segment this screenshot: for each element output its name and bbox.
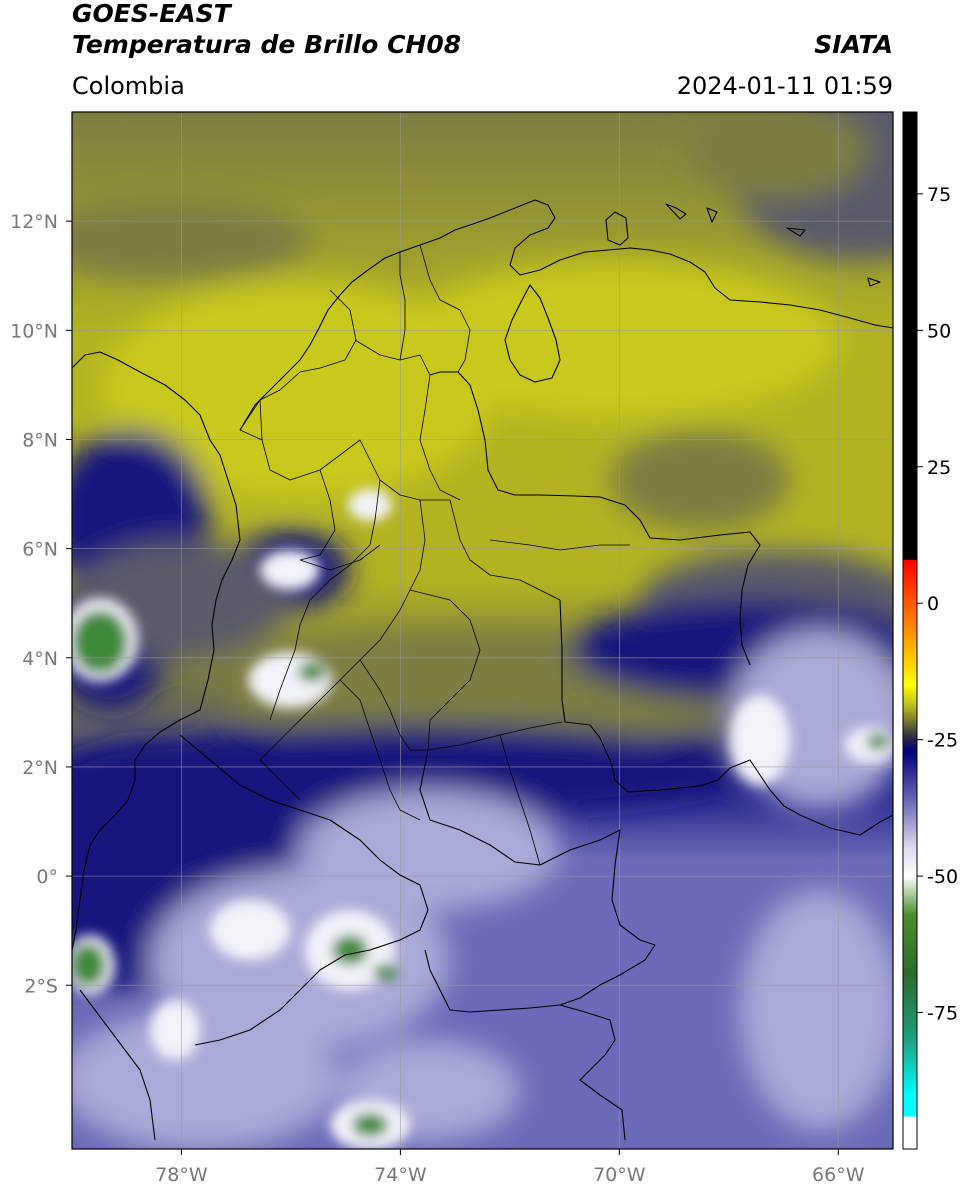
cold-core-se bbox=[730, 695, 790, 785]
political-boundaries bbox=[72, 199, 893, 1141]
cold-core-west-1 bbox=[260, 550, 320, 590]
product-title: Temperatura de Brillo CH08 bbox=[72, 30, 462, 59]
map-frame bbox=[71, 111, 894, 1150]
deep-core-e bbox=[866, 734, 890, 750]
deep-core-center bbox=[298, 662, 326, 682]
caribbean-coastline bbox=[239, 199, 893, 431]
cold-core-south-2 bbox=[210, 900, 290, 960]
latitude-tick-label: 8°N bbox=[22, 429, 58, 451]
latitude-tick-label: 2°S bbox=[24, 975, 58, 997]
colorbar-tick-label: 25 bbox=[927, 457, 951, 479]
latitude-tick-label: 4°N bbox=[22, 648, 58, 670]
dept-boundaries-2 bbox=[239, 399, 450, 721]
deep-core-south-2 bbox=[373, 964, 397, 980]
dept-boundaries-4 bbox=[259, 544, 563, 866]
latitude-tick-label: 10°N bbox=[10, 320, 58, 342]
light-cold-sw bbox=[72, 1010, 340, 1149]
deep-core-south bbox=[332, 935, 368, 965]
colombia-brazil-border bbox=[559, 599, 893, 836]
longitude-tick-label: 78°W bbox=[155, 1164, 208, 1186]
latitude-tick-label: 0° bbox=[36, 866, 58, 888]
organization-label: SIATA bbox=[814, 30, 893, 59]
region-label: Colombia bbox=[72, 72, 185, 100]
colorbar-tick-label: -75 bbox=[927, 1003, 958, 1025]
colorbar-ticks: 75 50 25 0 -25 -50 -75 bbox=[917, 184, 958, 1025]
colorbar-tick-label: 75 bbox=[927, 184, 951, 206]
map-gridlines bbox=[72, 112, 893, 1149]
bright-warm-area-2 bbox=[400, 260, 840, 420]
colombia-venezuela-border bbox=[429, 371, 761, 666]
cold-core-north bbox=[348, 489, 392, 521]
dark-warm-patch-2 bbox=[72, 200, 310, 280]
deep-core-w bbox=[72, 943, 106, 987]
satellite-title: GOES-EAST bbox=[72, 0, 231, 28]
colorbar-tick-label: -50 bbox=[927, 866, 958, 888]
longitude-tick-label: 74°W bbox=[374, 1164, 427, 1186]
latitude-tick-label: 6°N bbox=[22, 539, 58, 561]
peru-coast bbox=[79, 989, 156, 1141]
latitude-ticks: 12°N 10°N 8°N 6°N 4°N 2°N 0° 2°S bbox=[10, 211, 72, 997]
dept-boundaries-3 bbox=[259, 499, 630, 761]
aruba-curacao-islands bbox=[605, 203, 881, 287]
brightness-temperature-field bbox=[72, 112, 893, 1149]
colorbar-scale bbox=[902, 111, 918, 1150]
ecuador-border bbox=[179, 734, 429, 1046]
colombia-peru-border bbox=[419, 749, 656, 1013]
dark-cloud-ne2 bbox=[690, 112, 870, 200]
pacific-coastline bbox=[72, 351, 241, 951]
cold-core-sw bbox=[150, 1000, 200, 1060]
colorbar: 75 50 25 0 -25 -50 -75 bbox=[902, 111, 958, 1150]
colorbar-tick-label: 50 bbox=[927, 320, 951, 342]
longitude-ticks: 78°W 74°W 70°W 66°W bbox=[155, 1149, 865, 1186]
dark-warm-patch bbox=[610, 430, 790, 530]
dept-boundaries-1 bbox=[239, 244, 471, 501]
light-cold-se2 bbox=[740, 890, 893, 1130]
longitude-tick-label: 66°W bbox=[812, 1164, 865, 1186]
colorbar-tick-label: -25 bbox=[927, 730, 958, 752]
deep-core-coast bbox=[72, 610, 128, 674]
longitude-tick-label: 70°W bbox=[593, 1164, 646, 1186]
datetime-label: 2024-01-11 01:59 bbox=[676, 72, 893, 100]
deep-core-s3 bbox=[352, 1113, 388, 1137]
peru-brazil-border bbox=[559, 1004, 626, 1141]
latitude-tick-label: 12°N bbox=[10, 211, 58, 233]
maracaibo-lake bbox=[504, 284, 561, 383]
colorbar-tick-label: 0 bbox=[927, 593, 939, 615]
latitude-tick-label: 2°N bbox=[22, 757, 58, 779]
